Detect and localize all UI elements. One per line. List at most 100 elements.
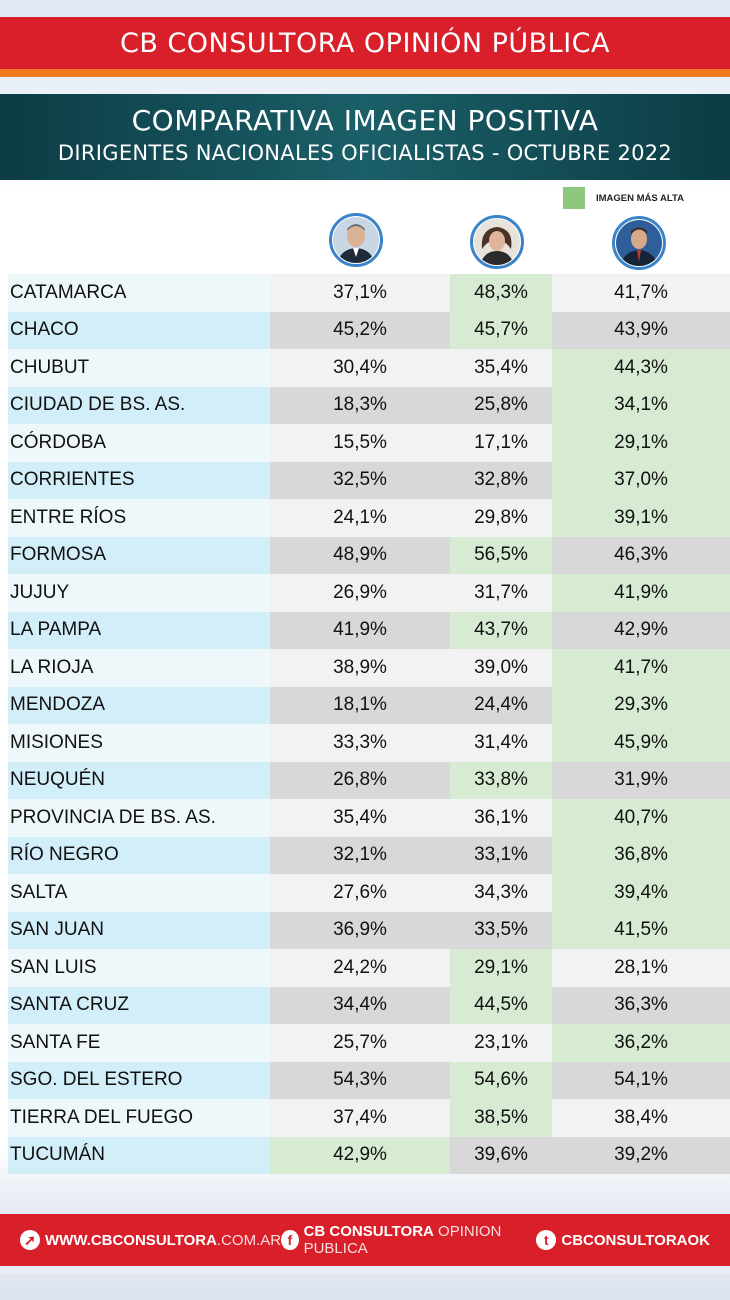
- table-row: MENDOZA 18,1% 24,4% 29,3%: [8, 686, 730, 724]
- footer-facebook[interactable]: f CB CONSULTORA OPINION PUBLICA: [281, 1223, 536, 1257]
- value-cell-3: 36,8%: [552, 836, 730, 874]
- value-cell-1: 18,3%: [270, 386, 450, 424]
- value-cell-2: 33,1%: [450, 836, 552, 874]
- legend: IMAGEN MÁS ALTA: [563, 187, 684, 209]
- value-cell-2: 31,7%: [450, 574, 552, 612]
- page-title: COMPARATIVA IMAGEN POSITIVA: [131, 104, 599, 137]
- value-cell-3: 44,3%: [552, 349, 730, 387]
- value-cell-1: 32,1%: [270, 836, 450, 874]
- value-cell-2: 43,7%: [450, 611, 552, 649]
- value-cell-2: 39,0%: [450, 649, 552, 687]
- province-name: FORMOSA: [8, 536, 270, 574]
- value-cell-1: 26,9%: [270, 574, 450, 612]
- footer-website[interactable]: ➚ WWW.CBCONSULTORA.COM.AR: [20, 1230, 281, 1250]
- value-cell-2: 48,3%: [450, 274, 552, 312]
- value-cell-2: 32,8%: [450, 461, 552, 499]
- person-photo-1: [333, 217, 379, 263]
- table-row: PROVINCIA DE BS. AS. 35,4% 36,1% 40,7%: [8, 799, 730, 837]
- province-name: PROVINCIA DE BS. AS.: [8, 799, 270, 837]
- person-photo-3: [616, 220, 662, 266]
- value-cell-1: 18,1%: [270, 686, 450, 724]
- value-cell-3: 36,3%: [552, 986, 730, 1024]
- value-cell-1: 24,1%: [270, 499, 450, 537]
- value-cell-2: 17,1%: [450, 424, 552, 462]
- footer-stripe: [0, 1266, 730, 1274]
- province-name: CIUDAD DE BS. AS.: [8, 386, 270, 424]
- value-cell-2: 33,8%: [450, 761, 552, 799]
- table-row: SALTA 27,6% 34,3% 39,4%: [8, 874, 730, 912]
- value-cell-1: 35,4%: [270, 799, 450, 837]
- facebook-icon: f: [281, 1230, 299, 1250]
- table-row: TUCUMÁN 42,9% 39,6% 39,2%: [8, 1136, 730, 1174]
- twitter-icon: t: [536, 1230, 557, 1250]
- person-photo-2: [474, 219, 520, 265]
- cursor-icon: ➚: [20, 1230, 40, 1250]
- province-name: NEUQUÉN: [8, 761, 270, 799]
- value-cell-3: 29,1%: [552, 424, 730, 462]
- province-name: CÓRDOBA: [8, 424, 270, 462]
- value-cell-1: 41,9%: [270, 611, 450, 649]
- value-cell-3: 45,9%: [552, 724, 730, 762]
- province-name: TUCUMÁN: [8, 1136, 270, 1174]
- table-row: CHUBUT 30,4% 35,4% 44,3%: [8, 349, 730, 387]
- value-cell-1: 15,5%: [270, 424, 450, 462]
- table-row: LA PAMPA 41,9% 43,7% 42,9%: [8, 611, 730, 649]
- table-row: CATAMARCA 37,1% 48,3% 41,7%: [8, 274, 730, 312]
- value-cell-2: 38,5%: [450, 1099, 552, 1137]
- value-cell-2: 56,5%: [450, 536, 552, 574]
- value-cell-1: 42,9%: [270, 1136, 450, 1174]
- legend-label: IMAGEN MÁS ALTA: [596, 192, 684, 204]
- value-cell-2: 23,1%: [450, 1024, 552, 1062]
- province-name: CHUBUT: [8, 349, 270, 387]
- value-cell-2: 29,1%: [450, 949, 552, 987]
- value-cell-1: 37,4%: [270, 1099, 450, 1137]
- province-name: SALTA: [8, 874, 270, 912]
- value-cell-3: 54,1%: [552, 1061, 730, 1099]
- value-cell-2: 45,7%: [450, 311, 552, 349]
- brand-name: CB CONSULTORA OPINIÓN PÚBLICA: [119, 27, 611, 59]
- value-cell-3: 34,1%: [552, 386, 730, 424]
- footer-twitter[interactable]: t CBCONSULTORAOK: [536, 1230, 710, 1250]
- value-cell-1: 33,3%: [270, 724, 450, 762]
- footer-bar: ➚ WWW.CBCONSULTORA.COM.AR f CB CONSULTOR…: [0, 1214, 730, 1266]
- footer-fb-bold: CB CONSULTORA: [303, 1223, 434, 1240]
- value-cell-1: 38,9%: [270, 649, 450, 687]
- table-row: MISIONES 33,3% 31,4% 45,9%: [8, 724, 730, 762]
- value-cell-2: 29,8%: [450, 499, 552, 537]
- table-row: CÓRDOBA 15,5% 17,1% 29,1%: [8, 424, 730, 462]
- avatar-person-3: [612, 216, 666, 270]
- table-row: SGO. DEL ESTERO 54,3% 54,6% 54,1%: [8, 1061, 730, 1099]
- province-name: CORRIENTES: [8, 461, 270, 499]
- province-name: LA PAMPA: [8, 611, 270, 649]
- table-row: FORMOSA 48,9% 56,5% 46,3%: [8, 536, 730, 574]
- table-row: SANTA FE 25,7% 23,1% 36,2%: [8, 1024, 730, 1062]
- value-cell-3: 31,9%: [552, 761, 730, 799]
- value-cell-2: 34,3%: [450, 874, 552, 912]
- value-cell-3: 41,7%: [552, 274, 730, 312]
- value-cell-3: 28,1%: [552, 949, 730, 987]
- table-row: TIERRA DEL FUEGO 37,4% 38,5% 38,4%: [8, 1099, 730, 1137]
- value-cell-1: 34,4%: [270, 986, 450, 1024]
- value-cell-2: 31,4%: [450, 724, 552, 762]
- value-cell-3: 41,7%: [552, 649, 730, 687]
- value-cell-3: 39,2%: [552, 1136, 730, 1174]
- value-cell-1: 48,9%: [270, 536, 450, 574]
- value-cell-2: 33,5%: [450, 911, 552, 949]
- province-name: LA RIOJA: [8, 649, 270, 687]
- table-row: SAN JUAN 36,9% 33,5% 41,5%: [8, 911, 730, 949]
- table-row: LA RIOJA 38,9% 39,0% 41,7%: [8, 649, 730, 687]
- province-name: CHACO: [8, 311, 270, 349]
- table-row: SAN LUIS 24,2% 29,1% 28,1%: [8, 949, 730, 987]
- province-name: SAN LUIS: [8, 949, 270, 987]
- value-cell-1: 26,8%: [270, 761, 450, 799]
- value-cell-3: 39,1%: [552, 499, 730, 537]
- value-cell-2: 44,5%: [450, 986, 552, 1024]
- value-cell-3: 38,4%: [552, 1099, 730, 1137]
- province-name: RÍO NEGRO: [8, 836, 270, 874]
- value-cell-1: 37,1%: [270, 274, 450, 312]
- table-row: CHACO 45,2% 45,7% 43,9%: [8, 311, 730, 349]
- value-cell-1: 24,2%: [270, 949, 450, 987]
- province-name: MENDOZA: [8, 686, 270, 724]
- value-cell-1: 54,3%: [270, 1061, 450, 1099]
- value-cell-3: 36,2%: [552, 1024, 730, 1062]
